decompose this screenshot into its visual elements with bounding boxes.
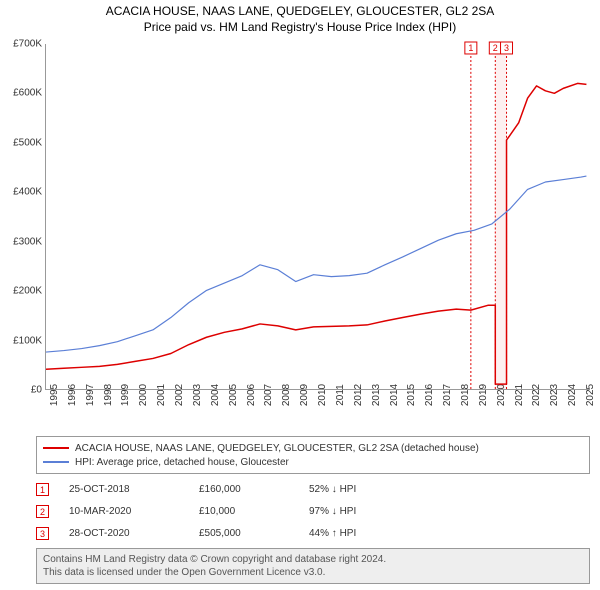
footer-line2: This data is licensed under the Open Gov… [43,566,583,579]
ytick-label: £400K [13,187,42,198]
svg-text:2: 2 [493,43,498,53]
ytick-label: £500K [13,137,42,148]
event-date: 25-OCT-2018 [69,484,199,495]
ytick-label: £600K [13,88,42,99]
event-date: 10-MAR-2020 [69,506,199,517]
chart-container: ACACIA HOUSE, NAAS LANE, QUEDGELEY, GLOU… [0,0,600,590]
footer-line1: Contains HM Land Registry data © Crown c… [43,553,583,566]
legend-label: ACACIA HOUSE, NAAS LANE, QUEDGELEY, GLOU… [75,443,479,454]
chart-svg: 1 23 [46,44,590,389]
event-row: 2 10-MAR-2020 £10,000 97% ↓ HPI [36,500,590,522]
title-block: ACACIA HOUSE, NAAS LANE, QUEDGELEY, GLOU… [0,0,600,34]
footer-attribution: Contains HM Land Registry data © Crown c… [36,548,590,584]
event-row: 3 28-OCT-2020 £505,000 44% ↑ HPI [36,522,590,544]
ytick-label: £200K [13,286,42,297]
legend: ACACIA HOUSE, NAAS LANE, QUEDGELEY, GLOU… [36,436,590,474]
event-price: £10,000 [199,506,309,517]
event-delta: 52% ↓ HPI [309,484,356,495]
event-marker: 1 [36,483,49,496]
event-delta: 97% ↓ HPI [309,506,356,517]
event-marker: 2 [36,505,49,518]
legend-item: HPI: Average price, detached house, Glou… [43,455,583,469]
ytick-label: £300K [13,236,42,247]
legend-swatch [43,461,69,463]
svg-text:1: 1 [468,43,473,53]
event-marker: 3 [36,527,49,540]
event-row: 1 25-OCT-2018 £160,000 52% ↓ HPI [36,478,590,500]
event-price: £505,000 [199,528,309,539]
events-table: 1 25-OCT-2018 £160,000 52% ↓ HPI 2 10-MA… [36,478,590,544]
ytick-label: £0 [31,385,42,396]
event-price: £160,000 [199,484,309,495]
legend-item: ACACIA HOUSE, NAAS LANE, QUEDGELEY, GLOU… [43,441,583,455]
legend-swatch [43,447,69,449]
ytick-label: £100K [13,335,42,346]
svg-text:3: 3 [504,43,509,53]
legend-label: HPI: Average price, detached house, Glou… [75,457,289,468]
plot-area: 1 23 [45,44,590,390]
title-address: ACACIA HOUSE, NAAS LANE, QUEDGELEY, GLOU… [0,4,600,18]
title-subtitle: Price paid vs. HM Land Registry's House … [0,20,600,34]
event-delta: 44% ↑ HPI [309,528,356,539]
ytick-label: £700K [13,39,42,50]
event-date: 28-OCT-2020 [69,528,199,539]
